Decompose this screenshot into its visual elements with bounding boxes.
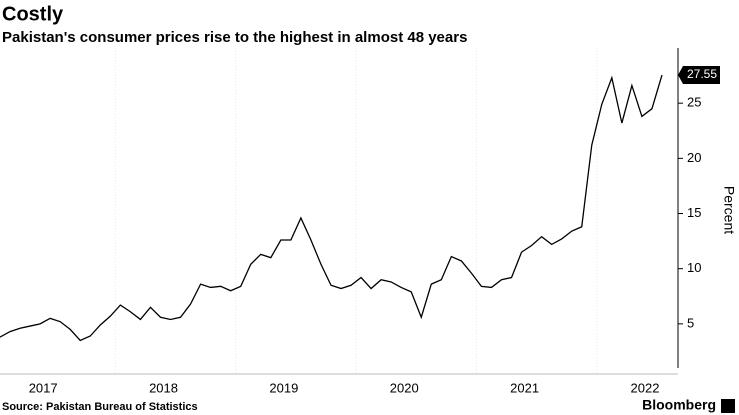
y-tick-label: 10	[687, 260, 701, 275]
y-tick-label: 20	[687, 150, 701, 165]
chart-subtitle: Pakistan's consumer prices rise to the h…	[2, 29, 467, 46]
x-tick-label: 2017	[29, 380, 58, 395]
y-tick-label: 5	[687, 315, 694, 330]
line	[0, 74, 663, 342]
source: Source: Pakistan Bureau of Statistics	[2, 401, 198, 413]
last-value-label: 27.55	[687, 67, 717, 81]
x-tick-label: 2020	[390, 380, 419, 395]
x-tick-label: 2021	[510, 380, 539, 395]
brand: Bloomberg	[642, 397, 716, 413]
x-tick-label: 2019	[269, 380, 298, 395]
y-tick-label: 25	[687, 95, 701, 110]
chart-title: Costly	[2, 3, 64, 25]
y-tick-label: 15	[687, 205, 701, 220]
brand-icon	[721, 399, 735, 413]
y-axis-label: Percent	[721, 186, 737, 234]
x-tick-label: 2022	[631, 380, 660, 395]
x-tick-label: 2018	[149, 380, 178, 395]
value-flag	[678, 66, 720, 85]
